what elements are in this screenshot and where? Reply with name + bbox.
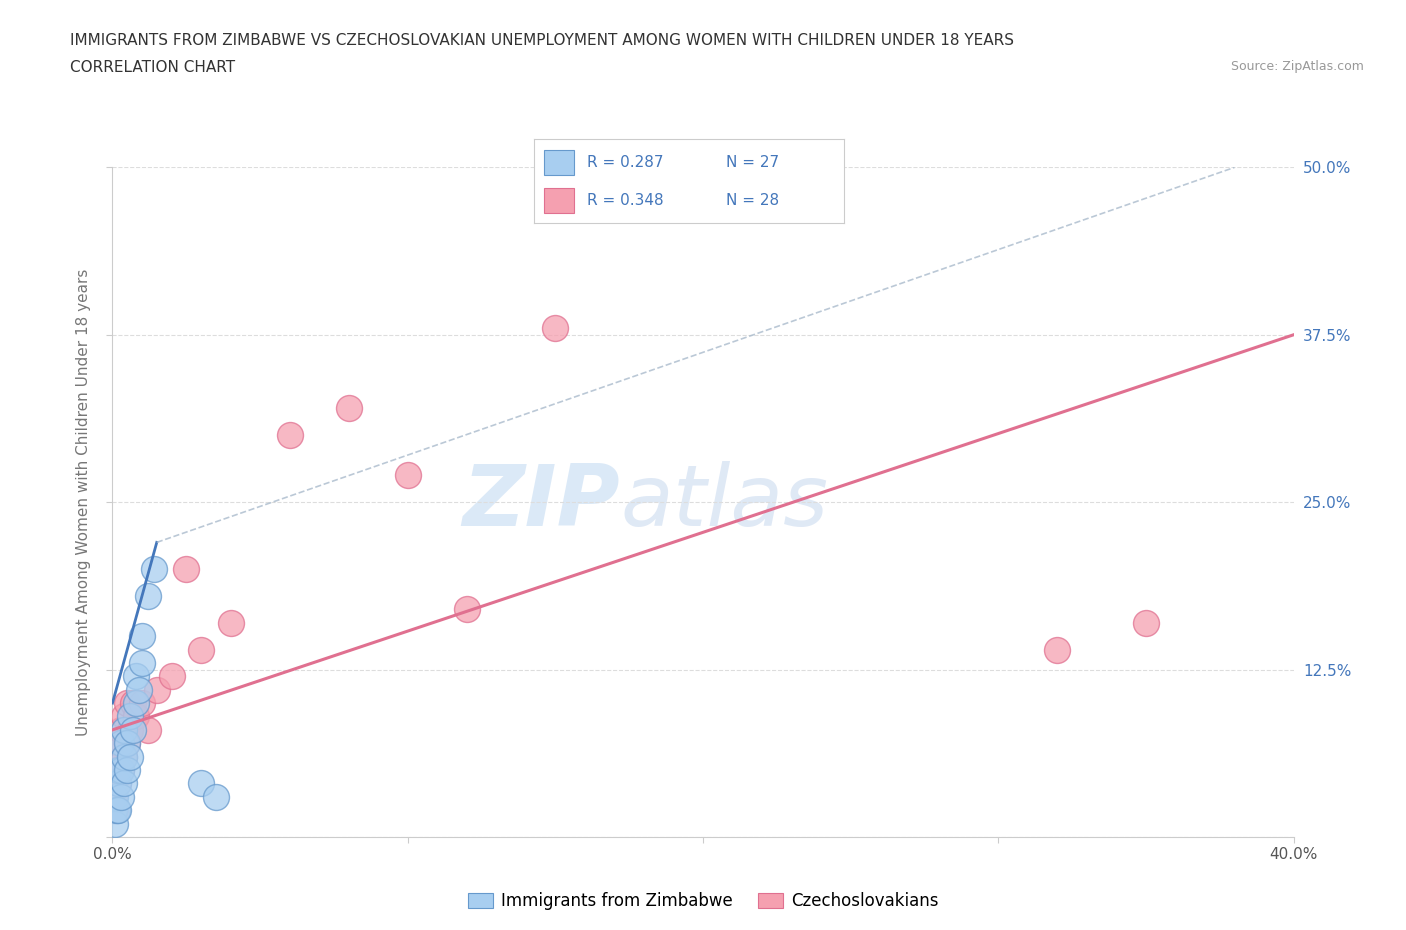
Point — [117, 696, 138, 711]
Point — [110, 723, 132, 737]
Point — [107, 736, 129, 751]
FancyBboxPatch shape — [544, 188, 575, 213]
Text: CORRELATION CHART: CORRELATION CHART — [70, 60, 235, 75]
Point — [131, 696, 153, 711]
Point — [278, 428, 301, 443]
Point — [1046, 642, 1069, 657]
Point — [117, 736, 138, 751]
Point — [122, 723, 145, 737]
Point — [120, 709, 142, 724]
Y-axis label: Unemployment Among Women with Children Under 18 years: Unemployment Among Women with Children U… — [76, 269, 91, 736]
Point — [104, 817, 127, 831]
Point — [107, 776, 129, 790]
Text: IMMIGRANTS FROM ZIMBABWE VS CZECHOSLOVAKIAN UNEMPLOYMENT AMONG WOMEN WITH CHILDR: IMMIGRANTS FROM ZIMBABWE VS CZECHOSLOVAK… — [70, 33, 1014, 47]
Point — [125, 709, 148, 724]
Point — [131, 656, 153, 671]
Text: N = 27: N = 27 — [725, 154, 779, 169]
Point — [112, 776, 135, 790]
Point — [174, 562, 197, 577]
Point — [190, 776, 212, 790]
Point — [112, 750, 135, 764]
Point — [103, 790, 125, 804]
Text: R = 0.287: R = 0.287 — [586, 154, 664, 169]
Point — [117, 763, 138, 777]
Point — [131, 629, 153, 644]
Point — [107, 763, 129, 777]
Point — [142, 562, 165, 577]
Text: N = 28: N = 28 — [725, 193, 779, 208]
Point — [105, 803, 128, 817]
Point — [120, 750, 142, 764]
Text: ZIP: ZIP — [463, 460, 620, 544]
Point — [205, 790, 228, 804]
Legend: Immigrants from Zimbabwe, Czechoslovakians: Immigrants from Zimbabwe, Czechoslovakia… — [461, 885, 945, 917]
Point — [136, 589, 159, 604]
FancyBboxPatch shape — [544, 150, 575, 175]
Point — [190, 642, 212, 657]
Point — [112, 723, 135, 737]
Point — [128, 683, 150, 698]
Point — [112, 750, 135, 764]
Point — [337, 401, 360, 416]
Text: atlas: atlas — [620, 460, 828, 544]
Text: Source: ZipAtlas.com: Source: ZipAtlas.com — [1230, 60, 1364, 73]
Point — [104, 790, 127, 804]
Text: R = 0.348: R = 0.348 — [586, 193, 664, 208]
Point — [107, 803, 129, 817]
Point — [112, 709, 135, 724]
Point — [136, 723, 159, 737]
Point — [544, 321, 567, 336]
Point — [125, 696, 148, 711]
Point — [103, 803, 125, 817]
Point — [117, 736, 138, 751]
Point — [120, 723, 142, 737]
Point — [110, 763, 132, 777]
Point — [110, 736, 132, 751]
Point — [122, 696, 145, 711]
Point — [107, 776, 129, 790]
Point — [104, 763, 127, 777]
Point — [110, 790, 132, 804]
Point — [104, 803, 127, 817]
Point — [125, 669, 148, 684]
Point — [1135, 616, 1157, 631]
Point — [396, 468, 419, 483]
Point — [110, 763, 132, 777]
Point — [146, 683, 169, 698]
Point — [160, 669, 183, 684]
Point — [456, 602, 478, 617]
Point — [219, 616, 242, 631]
